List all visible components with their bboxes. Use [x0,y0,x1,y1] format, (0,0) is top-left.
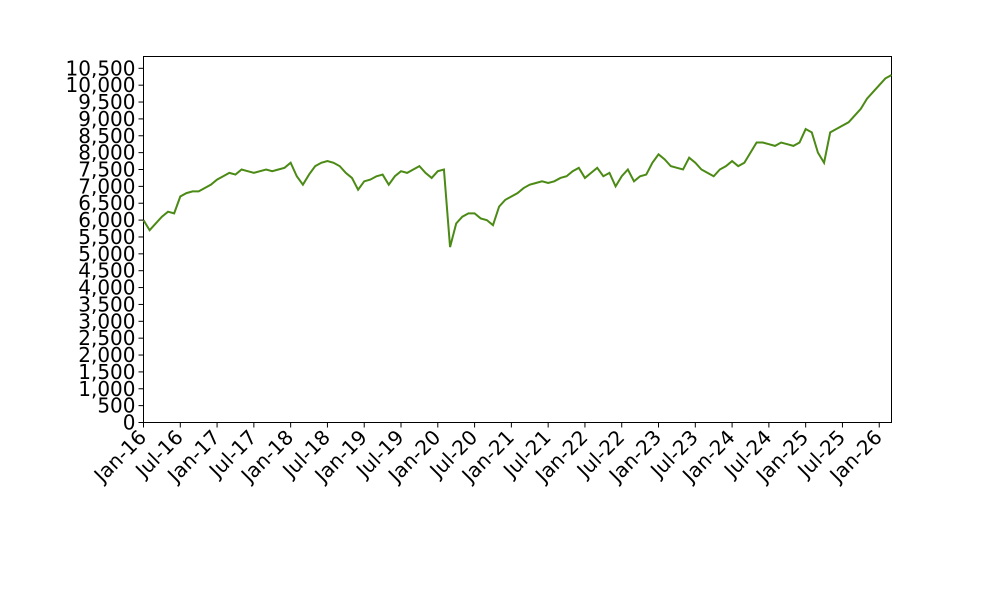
y-tick-label: 6,000 [78,208,135,232]
y-tick-label: 5,000 [78,242,135,266]
plot-frame [143,56,892,423]
y-tick-label: 2,500 [78,326,135,350]
data-line [142,74,892,248]
y-tick-label: 3,500 [78,292,135,316]
y-tick-label: 9,000 [78,107,135,131]
y-tick-label: 8,000 [78,141,135,165]
y-tick-label: 8,500 [78,124,135,148]
y-tick-label: 5,500 [78,225,135,249]
y-tick-label: 1,000 [78,377,135,401]
y-tick-label: 6,500 [78,191,135,215]
y-tick-label: 1,500 [78,360,135,384]
y-tick-label: 10,500 [66,56,136,80]
y-tick-label: 10,000 [66,73,136,97]
y-tick-label: 3,000 [78,309,135,333]
y-tick-label: 4,000 [78,276,135,300]
y-tick-label: 7,000 [78,174,135,198]
y-tick-label: 2,000 [78,343,135,367]
y-tick-label: 0 [123,411,136,435]
y-tick-label: 9,500 [78,90,135,114]
y-tick-label: 7,500 [78,158,135,182]
y-tick-label: 4,500 [78,259,135,283]
y-tick-label: 500 [97,394,135,418]
